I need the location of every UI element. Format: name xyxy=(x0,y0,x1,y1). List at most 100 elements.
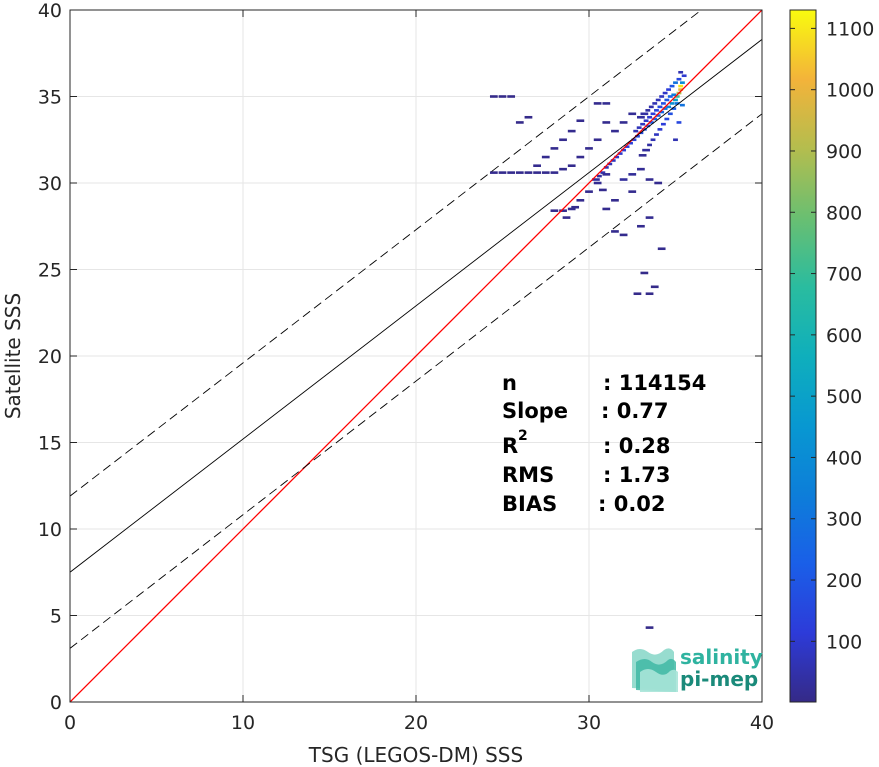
density-cell xyxy=(662,91,668,95)
density-cell xyxy=(624,145,630,148)
density-cell xyxy=(667,95,673,98)
density-cell xyxy=(559,209,567,212)
density-cell xyxy=(648,105,654,109)
stat-slope-label: Slope xyxy=(502,399,568,423)
stat-r2-superscript: 2 xyxy=(518,428,528,444)
density-cell xyxy=(637,167,645,171)
density-cell xyxy=(559,138,567,142)
density-cell xyxy=(645,124,651,128)
density-cell xyxy=(674,102,680,105)
density-cell xyxy=(642,148,650,152)
y-tick-label: 15 xyxy=(38,433,62,455)
dashed-bound-line xyxy=(70,10,703,497)
y-tick-label: 5 xyxy=(50,606,62,628)
density-cell xyxy=(662,107,668,110)
colorbar-tick-label: 1100 xyxy=(826,18,874,40)
salinity-pimep-logo: salinity pi-mep xyxy=(632,645,763,692)
density-cell xyxy=(641,128,647,131)
y-tick-label: 40 xyxy=(38,0,62,22)
density-cell xyxy=(507,95,516,98)
density-cell xyxy=(592,178,600,181)
density-cell xyxy=(611,230,619,233)
density-cell xyxy=(667,112,673,116)
density-cell xyxy=(678,88,684,91)
density-cell xyxy=(645,178,654,181)
density-cell xyxy=(650,112,656,116)
density-cell xyxy=(681,74,687,78)
density-cell xyxy=(660,102,666,105)
density-cell xyxy=(655,98,661,102)
density-cell xyxy=(602,121,611,124)
colorbar-ticks: 100 200 300 400 500 600 700 800 900 1000 1100 xyxy=(790,18,874,653)
density-cell xyxy=(655,114,661,117)
density-cell xyxy=(664,98,670,102)
density-cell xyxy=(666,88,672,91)
density-cell xyxy=(636,126,642,129)
density-cell xyxy=(671,93,677,97)
density-cell xyxy=(647,115,652,119)
density-cell xyxy=(659,110,665,114)
density-cell xyxy=(628,141,633,145)
density-cell xyxy=(673,81,678,84)
stat-bias-label: BIAS xyxy=(502,492,557,516)
regression-line xyxy=(70,39,762,573)
density-cell xyxy=(631,138,637,142)
y-tick-label: 10 xyxy=(38,519,62,541)
density-cell xyxy=(659,95,665,98)
density-cell xyxy=(567,129,576,133)
density-cell xyxy=(559,167,567,171)
colorbar-tick-label: 800 xyxy=(826,202,862,224)
density-cell xyxy=(619,233,628,237)
density-cell xyxy=(619,178,628,181)
density-cell xyxy=(603,166,609,169)
reference-lines xyxy=(70,10,762,702)
density-cell xyxy=(489,95,498,98)
x-axis-ticks: 0 10 20 30 40 xyxy=(64,10,774,734)
colorbar-tick-label: 400 xyxy=(826,447,862,469)
stat-slope-value: : 0.77 xyxy=(601,399,669,423)
stat-rms-value: : 1.73 xyxy=(603,463,671,487)
density-cell xyxy=(654,181,663,185)
density-cell xyxy=(645,626,654,629)
density-cell xyxy=(673,138,678,142)
colorbar-tick-label: 200 xyxy=(826,570,862,592)
density-cell xyxy=(571,205,580,209)
one-to-one-line xyxy=(70,10,762,702)
density-cell xyxy=(602,207,611,211)
density-cell xyxy=(657,128,663,131)
density-cell xyxy=(593,138,602,142)
density-cell xyxy=(602,173,611,176)
density-cell xyxy=(669,84,675,88)
logo-wave-icon xyxy=(632,648,678,692)
density-cell xyxy=(607,162,613,166)
density-cell xyxy=(550,147,559,150)
stat-n-label: n xyxy=(502,371,517,395)
density-cell xyxy=(633,129,639,133)
colorbar-tick-label: 700 xyxy=(826,264,862,286)
density-cell xyxy=(648,121,654,124)
density-cell xyxy=(652,102,658,105)
plot-area: 0 10 20 30 40 0 5 10 15 20 25 30 35 40 xyxy=(38,0,774,734)
density-cell xyxy=(645,109,651,112)
y-tick-label: 35 xyxy=(38,87,62,109)
density-cell xyxy=(567,207,576,211)
density-cell xyxy=(647,143,652,147)
colorbar-tick-label: 500 xyxy=(826,386,862,408)
density-cell xyxy=(562,216,571,219)
density-cell xyxy=(489,171,498,174)
colorbar-gradient xyxy=(789,9,817,703)
density-cell xyxy=(533,164,541,167)
density-cell xyxy=(593,181,602,185)
density-cell xyxy=(611,129,619,133)
y-axis-ticks: 0 5 10 15 20 25 30 35 40 xyxy=(38,0,762,714)
density-cell xyxy=(669,102,675,105)
density-cell xyxy=(628,190,637,193)
density-cell xyxy=(576,155,585,159)
density-cell xyxy=(576,119,585,123)
density-cell xyxy=(610,159,616,162)
density-cell xyxy=(628,173,637,176)
density-cell xyxy=(638,154,647,157)
density-cell xyxy=(643,119,649,123)
density-cell xyxy=(498,171,507,174)
